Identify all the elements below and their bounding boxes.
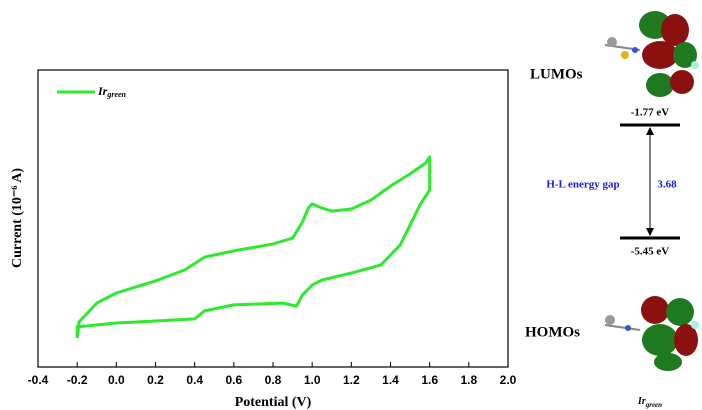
gap-label: H-L energy gap bbox=[546, 179, 619, 191]
lumo-label: LUMOs bbox=[530, 66, 583, 82]
caption-sub: green bbox=[645, 401, 662, 409]
x-tick-label: -0.2 bbox=[67, 373, 88, 387]
legend-subscript: green bbox=[106, 90, 126, 99]
cv-curve bbox=[77, 157, 430, 338]
caption: Irgreen bbox=[637, 396, 662, 408]
x-tick-label: 1.2 bbox=[343, 373, 360, 387]
lumo-energy: -1.77 eV bbox=[631, 107, 670, 119]
figure: Potential (V) Current (10⁻⁶ A) LUMOs -1.… bbox=[0, 0, 702, 410]
homo-energy: -5.45 eV bbox=[631, 246, 670, 258]
x-tick-label: 1.0 bbox=[304, 373, 321, 387]
x-axis-label: Potential (V) bbox=[235, 395, 312, 410]
x-tick-label: -0.4 bbox=[28, 373, 49, 387]
caption-main: Ir bbox=[637, 396, 646, 407]
legend-label: Irgreen bbox=[97, 84, 127, 99]
lumo-orbital bbox=[605, 11, 699, 97]
x-tick-label: 0.4 bbox=[186, 373, 203, 387]
gap-value: 3.68 bbox=[657, 179, 677, 191]
page: Potential (V) Current (10⁻⁶ A) LUMOs -1.… bbox=[0, 0, 702, 410]
x-tick-label: 1.4 bbox=[382, 373, 399, 387]
x-tick-label: 0.8 bbox=[265, 373, 282, 387]
x-tick-label: 0.2 bbox=[147, 373, 164, 387]
x-tick-label: 1.6 bbox=[421, 373, 438, 387]
x-tick-label: 2.0 bbox=[500, 373, 517, 387]
x-tick-label: 0.0 bbox=[108, 373, 125, 387]
y-axis-label: Current (10⁻⁶ A) bbox=[10, 168, 25, 268]
x-tick-label: 0.6 bbox=[225, 373, 242, 387]
x-tick-label: 1.8 bbox=[460, 373, 477, 387]
homo-label: HOMOs bbox=[525, 324, 580, 340]
legend-name: Ir bbox=[97, 84, 108, 98]
homo-orbital bbox=[605, 296, 699, 371]
